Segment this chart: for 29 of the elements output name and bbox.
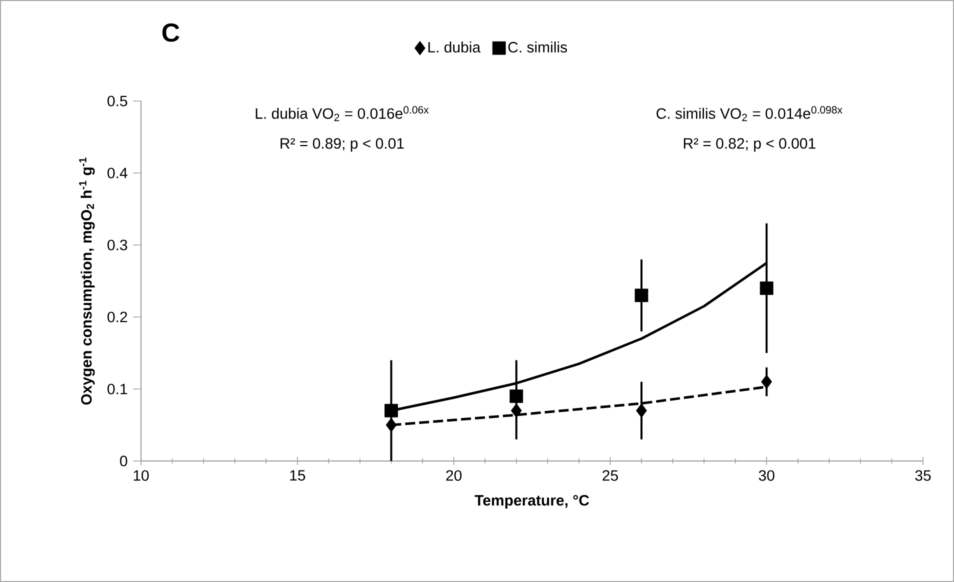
point <box>510 403 522 418</box>
x-axis-title: Temperature, °C <box>474 495 590 509</box>
y-tick-label: 0.5 <box>108 96 128 106</box>
y-tick-label: 0 <box>120 456 128 466</box>
annotation: C. similis VO$_{2}$ = 0.014e$^{0.098x}$ <box>656 106 842 122</box>
point <box>760 282 774 295</box>
point <box>384 404 398 418</box>
legend-label: L. dubia <box>428 42 481 53</box>
y-axis-title: Oxygen consumption, mgO$_{2}$ h$^{-1}$ g$^{-1}$ <box>79 158 95 405</box>
point <box>761 374 772 389</box>
x-tick-label: 10 <box>134 470 149 481</box>
point <box>636 403 647 418</box>
chart-title: C <box>162 23 180 42</box>
x-tick-label: 35 <box>915 470 931 481</box>
y-tick-label: 0.3 <box>108 240 128 250</box>
x-tick-label: 25 <box>602 470 618 481</box>
point <box>634 288 648 302</box>
point <box>386 418 397 432</box>
y-tick-label: 0.2 <box>108 312 128 322</box>
legend-label: C. similis <box>508 42 567 53</box>
annotation: R² = 0.89; p < 0.01 <box>280 138 404 152</box>
x-tick-label: 30 <box>758 470 774 481</box>
annotation: L. dubia VO$_{2}$ = 0.016e$^{0.06x}$ <box>256 106 429 122</box>
annotation: R² = 0.82; p < 0.001 <box>684 138 816 152</box>
point <box>510 390 524 403</box>
x-tick-label: 15 <box>290 470 306 481</box>
y-tick-label: 0.1 <box>108 384 128 394</box>
x-tick-label: 20 <box>446 470 462 481</box>
y-tick-label: 0.4 <box>108 168 128 178</box>
